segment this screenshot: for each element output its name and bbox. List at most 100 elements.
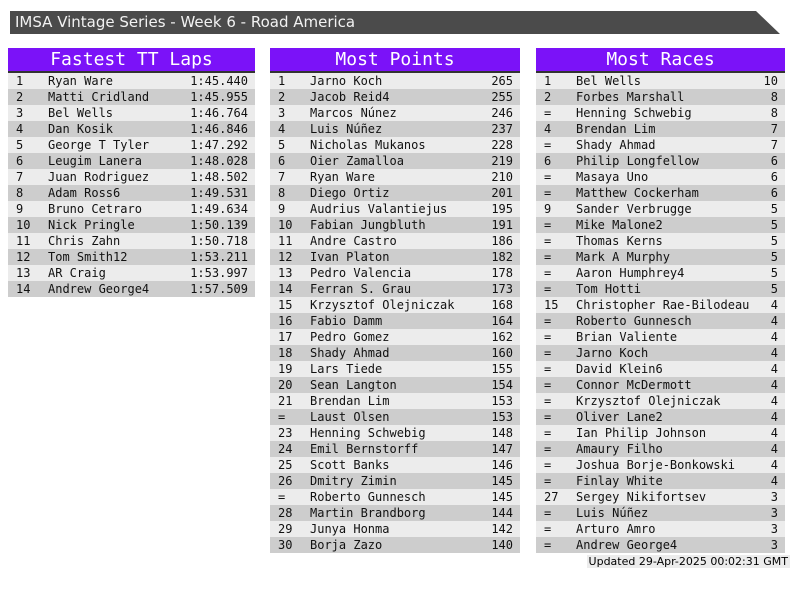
value-cell: 154 [491, 378, 513, 392]
table-row: 11 Chris Zahn 1:50.718 [8, 233, 255, 249]
value-cell: 3 [770, 538, 778, 552]
page-title: IMSA Vintage Series - Week 6 - Road Amer… [15, 13, 356, 31]
table-row: 27 Sergey Nikifortsev 3 [536, 489, 785, 505]
name-cell: Martin Brandborg [310, 506, 426, 520]
value-cell: 145 [491, 490, 513, 504]
table-row: 6 Leugim Lanera 1:48.028 [8, 153, 255, 169]
name-cell: Ferran S. Grau [310, 282, 412, 296]
rank-cell: = [544, 330, 552, 344]
table-row: 11 Andre Castro 186 [270, 233, 520, 249]
name-cell: Finlay White [576, 474, 663, 488]
table-row: 1 Jarno Koch 265 [270, 73, 520, 89]
table-row: 28 Martin Brandborg 144 [270, 505, 520, 521]
rank-cell: = [278, 490, 286, 504]
name-cell: Jacob Reid4 [310, 90, 390, 104]
table-row: = Laust Olsen 153 [270, 409, 520, 425]
value-cell: 265 [491, 74, 513, 88]
rank-cell: 23 [278, 426, 293, 440]
name-cell: Fabio Damm [310, 314, 383, 328]
table-row: 9 Sander Verbrugge 5 [536, 201, 785, 217]
name-cell: Ryan Ware [48, 74, 114, 88]
value-cell: 255 [491, 90, 513, 104]
name-cell: Roberto Gunnesch [310, 490, 426, 504]
rank-cell: = [544, 282, 552, 296]
value-cell: 148 [491, 426, 513, 440]
rank-cell: 6 [544, 154, 552, 168]
table-row: 25 Scott Banks 146 [270, 457, 520, 473]
rank-cell: = [544, 138, 552, 152]
table-row: 12 Ivan Platon 182 [270, 249, 520, 265]
value-cell: 4 [770, 474, 778, 488]
rank-cell: 13 [16, 266, 31, 280]
rank-cell: 19 [278, 362, 293, 376]
rank-cell: 1 [278, 74, 286, 88]
value-cell: 182 [491, 250, 513, 264]
name-cell: Shady Ahmad [576, 138, 656, 152]
table-row: = Oliver Lane2 4 [536, 409, 785, 425]
rank-cell: 21 [278, 394, 293, 408]
rank-cell: 5 [16, 138, 24, 152]
rank-cell: = [544, 378, 552, 392]
table-row: 15 Krzysztof Olejniczak 168 [270, 297, 520, 313]
table-row: 6 Oier Zamalloa 219 [270, 153, 520, 169]
rank-cell: 2 [278, 90, 286, 104]
table-row: 4 Dan Kosik 1:46.846 [8, 121, 255, 137]
rank-cell: 10 [16, 218, 31, 232]
value-cell: 237 [491, 122, 513, 136]
name-cell: Jarno Koch [310, 74, 383, 88]
name-cell: Christopher Rae-Bilodeau [576, 298, 750, 312]
value-cell: 146 [491, 458, 513, 472]
name-cell: Tom Hotti [576, 282, 642, 296]
rank-cell: = [544, 234, 552, 248]
table-row: 13 AR Craig 1:53.997 [8, 265, 255, 281]
rank-cell: 3 [16, 106, 24, 120]
value-cell: 219 [491, 154, 513, 168]
table-row: 6 Philip Longfellow 6 [536, 153, 785, 169]
name-cell: Diego Ortiz [310, 186, 390, 200]
rank-cell: 7 [278, 170, 286, 184]
name-cell: Pedro Gomez [310, 330, 390, 344]
rank-cell: = [544, 458, 552, 472]
table-row: = Aaron Humphrey4 5 [536, 265, 785, 281]
name-cell: Amaury Filho [576, 442, 663, 456]
name-cell: Connor McDermott [576, 378, 692, 392]
name-cell: Arturo Amro [576, 522, 656, 536]
rank-cell: = [544, 106, 552, 120]
table-row: 9 Audrius Valantiejus 195 [270, 201, 520, 217]
name-cell: AR Craig [48, 266, 106, 280]
rank-cell: 9 [278, 202, 286, 216]
table-row: 18 Shady Ahmad 160 [270, 345, 520, 361]
rank-cell: 11 [278, 234, 293, 248]
table-row: 19 Lars Tiede 155 [270, 361, 520, 377]
value-cell: 1:57.509 [190, 282, 248, 296]
table-row: = Joshua Borje-Bonkowski 4 [536, 457, 785, 473]
table-row: 3 Marcos Núnez 246 [270, 105, 520, 121]
name-cell: Luis Núñez [576, 506, 649, 520]
name-cell: Ivan Platon [310, 250, 390, 264]
table-row: = Mark A Murphy 5 [536, 249, 785, 265]
table-row: = Connor McDermott 4 [536, 377, 785, 393]
table-row: 4 Brendan Lim 7 [536, 121, 785, 137]
rank-cell: 11 [16, 234, 31, 248]
name-cell: Matti Cridland [48, 90, 150, 104]
column-header: Most Points [270, 48, 520, 73]
name-cell: Nicholas Mukanos [310, 138, 426, 152]
name-cell: Mark A Murphy [576, 250, 670, 264]
rank-cell: 4 [544, 122, 552, 136]
value-cell: 1:49.531 [190, 186, 248, 200]
column-header: Most Races [536, 48, 785, 73]
table-row: = Finlay White 4 [536, 473, 785, 489]
table-row: = David Klein6 4 [536, 361, 785, 377]
name-cell: Marcos Núnez [310, 106, 397, 120]
rank-cell: 27 [544, 490, 559, 504]
rank-cell: = [544, 410, 552, 424]
value-cell: 153 [491, 394, 513, 408]
value-cell: 162 [491, 330, 513, 344]
name-cell: Pedro Valencia [310, 266, 412, 280]
name-cell: Roberto Gunnesch [576, 314, 692, 328]
value-cell: 6 [770, 186, 778, 200]
value-cell: 1:53.211 [190, 250, 248, 264]
value-cell: 140 [491, 538, 513, 552]
rank-cell: 17 [278, 330, 293, 344]
